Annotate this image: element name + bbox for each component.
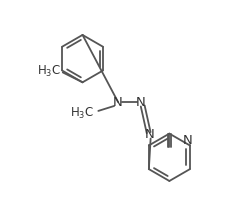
Text: N: N [145,128,155,141]
Text: H$_3$C: H$_3$C [37,64,61,79]
Text: N: N [183,134,193,147]
Text: H$_3$C: H$_3$C [70,106,94,121]
Text: N: N [136,96,146,108]
Text: N: N [113,96,123,108]
